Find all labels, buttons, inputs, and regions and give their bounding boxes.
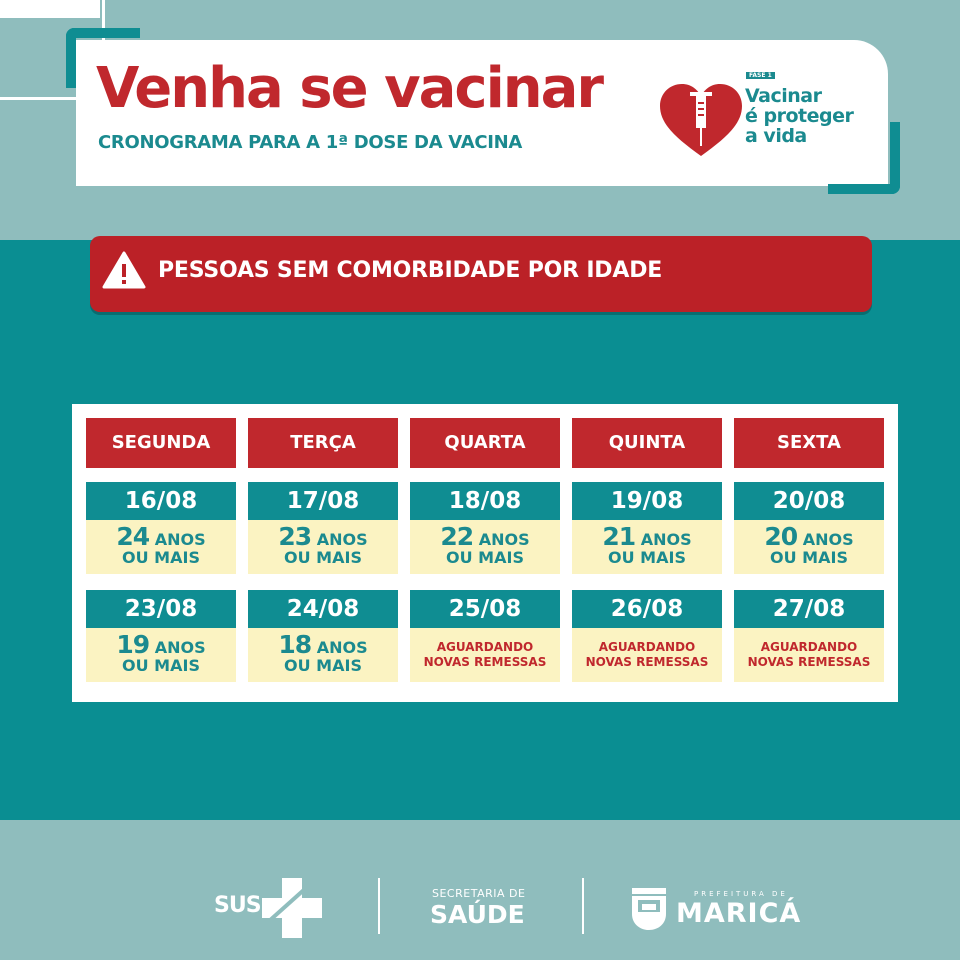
status-text: NOVAS REMESSAS xyxy=(747,655,871,669)
age-cell: 23 ANOS OU MAIS xyxy=(248,520,398,574)
age-unit: ANOS xyxy=(154,637,206,657)
age-number: 19 xyxy=(116,629,150,659)
slogan-line: é proteger xyxy=(745,105,854,127)
age-unit: ANOS xyxy=(316,529,368,549)
day-header: TERÇA xyxy=(248,418,398,468)
slogan-line: Vacinar xyxy=(745,85,822,107)
day-header: QUARTA xyxy=(410,418,560,468)
status-cell: AGUARDANDO NOVAS REMESSAS xyxy=(734,628,884,682)
sus-cross-icon xyxy=(262,878,322,938)
status-text: AGUARDANDO xyxy=(436,640,534,654)
warning-icon xyxy=(102,251,146,289)
marica-label: MARICÁ xyxy=(676,898,802,929)
age-number: 20 xyxy=(764,521,798,551)
status-cell: AGUARDANDO NOVAS REMESSAS xyxy=(572,628,722,682)
date-cell: 26/08 xyxy=(572,590,722,628)
date-cell: 24/08 xyxy=(248,590,398,628)
age-cell: 21 ANOS OU MAIS xyxy=(572,520,722,574)
slogan-line: a vida xyxy=(745,125,807,147)
age-number: 24 xyxy=(116,521,150,551)
age-cell: 24 ANOS OU MAIS xyxy=(86,520,236,574)
date-cell: 19/08 xyxy=(572,482,722,520)
heart-syringe-icon xyxy=(660,84,742,156)
status-text: NOVAS REMESSAS xyxy=(423,655,547,669)
campaign-slogan: Vacinar é proteger a vida xyxy=(745,85,854,147)
campaign-phase-badge: FASE 1 xyxy=(746,72,775,79)
date-cell: 18/08 xyxy=(410,482,560,520)
saude-label: SAÚDE xyxy=(430,900,525,929)
day-header: SEXTA xyxy=(734,418,884,468)
date-cell: 23/08 xyxy=(86,590,236,628)
age-number: 22 xyxy=(440,521,474,551)
age-number: 18 xyxy=(278,629,312,659)
page-subtitle: CRONOGRAMA PARA A 1ª DOSE DA VACINA xyxy=(98,132,523,153)
footer-divider xyxy=(378,878,380,934)
date-cell: 25/08 xyxy=(410,590,560,628)
age-number: 21 xyxy=(602,521,636,551)
sus-logo-text: SUS xyxy=(214,893,262,918)
age-cell: 18 ANOS OU MAIS xyxy=(248,628,398,682)
age-suffix: OU MAIS xyxy=(122,655,200,675)
age-unit: ANOS xyxy=(802,529,854,549)
age-suffix: OU MAIS xyxy=(770,547,848,567)
page-title: Venha se vacinar xyxy=(96,56,604,121)
status-cell: AGUARDANDO NOVAS REMESSAS xyxy=(410,628,560,682)
age-unit: ANOS xyxy=(316,637,368,657)
age-unit: ANOS xyxy=(154,529,206,549)
schedule-table: SEGUNDA 16/08 24 ANOS OU MAIS 23/08 19 A… xyxy=(72,404,898,702)
bracket-decoration-top-left xyxy=(66,28,140,88)
age-suffix: OU MAIS xyxy=(284,655,362,675)
marica-crest-icon xyxy=(632,888,666,930)
header-card xyxy=(76,40,888,186)
status-text: AGUARDANDO xyxy=(598,640,696,654)
bracket-decoration-bottom-right xyxy=(828,122,900,194)
date-cell: 16/08 xyxy=(86,482,236,520)
day-header: SEGUNDA xyxy=(86,418,236,468)
status-text: AGUARDANDO xyxy=(760,640,858,654)
status-text: NOVAS REMESSAS xyxy=(585,655,709,669)
footer xyxy=(0,820,960,960)
age-cell: 20 ANOS OU MAIS xyxy=(734,520,884,574)
prefeitura-label: PREFEITURA DE xyxy=(694,890,788,898)
day-header: QUINTA xyxy=(572,418,722,468)
secretaria-label: SECRETARIA DE xyxy=(432,887,526,900)
alert-text: PESSOAS SEM COMORBIDADE POR IDADE xyxy=(158,258,663,283)
age-suffix: OU MAIS xyxy=(608,547,686,567)
age-cell: 19 ANOS OU MAIS xyxy=(86,628,236,682)
alert-banner: PESSOAS SEM COMORBIDADE POR IDADE xyxy=(90,236,872,312)
date-cell: 20/08 xyxy=(734,482,884,520)
date-cell: 27/08 xyxy=(734,590,884,628)
footer-divider xyxy=(582,878,584,934)
age-suffix: OU MAIS xyxy=(284,547,362,567)
age-unit: ANOS xyxy=(478,529,530,549)
age-unit: ANOS xyxy=(640,529,692,549)
corner-fill-top-left xyxy=(0,0,100,18)
age-number: 23 xyxy=(278,521,312,551)
date-cell: 17/08 xyxy=(248,482,398,520)
age-cell: 22 ANOS OU MAIS xyxy=(410,520,560,574)
age-suffix: OU MAIS xyxy=(122,547,200,567)
age-suffix: OU MAIS xyxy=(446,547,524,567)
